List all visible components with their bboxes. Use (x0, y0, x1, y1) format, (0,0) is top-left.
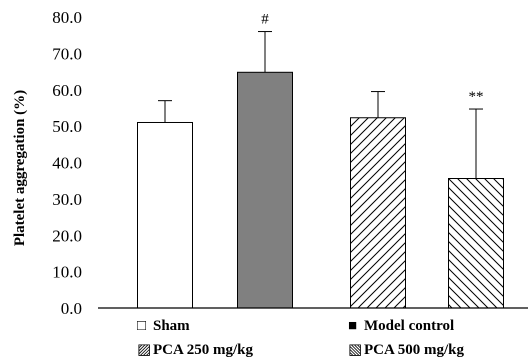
y-tick-label: 70.0 (52, 44, 82, 63)
y-tick-label: 30.0 (52, 190, 82, 209)
significance-mark: ** (469, 89, 484, 105)
legend-label: PCA 500 mg/kg (364, 342, 465, 358)
y-tick-label: 60.0 (52, 81, 82, 100)
y-tick-label: 0.0 (61, 299, 82, 318)
legend-symbol: □ (137, 318, 146, 334)
legend-label: Sham (153, 318, 190, 334)
legend-symbol: ■ (348, 318, 357, 334)
legend-symbol: ▧ (348, 342, 362, 358)
y-tick-label: 40.0 (52, 154, 82, 173)
bar-sham (137, 121, 193, 309)
legend-label: Model control (364, 318, 454, 334)
bar-model-control (237, 71, 293, 309)
legend-label: PCA 250 mg/kg (153, 342, 254, 358)
legend-symbol: ▨ (137, 342, 151, 358)
significance-mark: # (261, 12, 269, 28)
y-axis-label: Platelet aggregation (%) (12, 90, 28, 246)
y-tick-label: 80.0 (52, 8, 82, 27)
y-tick-label: 20.0 (52, 226, 82, 245)
bar-pca-250-mg-kg (350, 117, 406, 309)
y-tick-label: 50.0 (52, 117, 82, 136)
bar-pca-500-mg-kg (448, 178, 504, 309)
y-tick-label: 10.0 (52, 263, 82, 282)
